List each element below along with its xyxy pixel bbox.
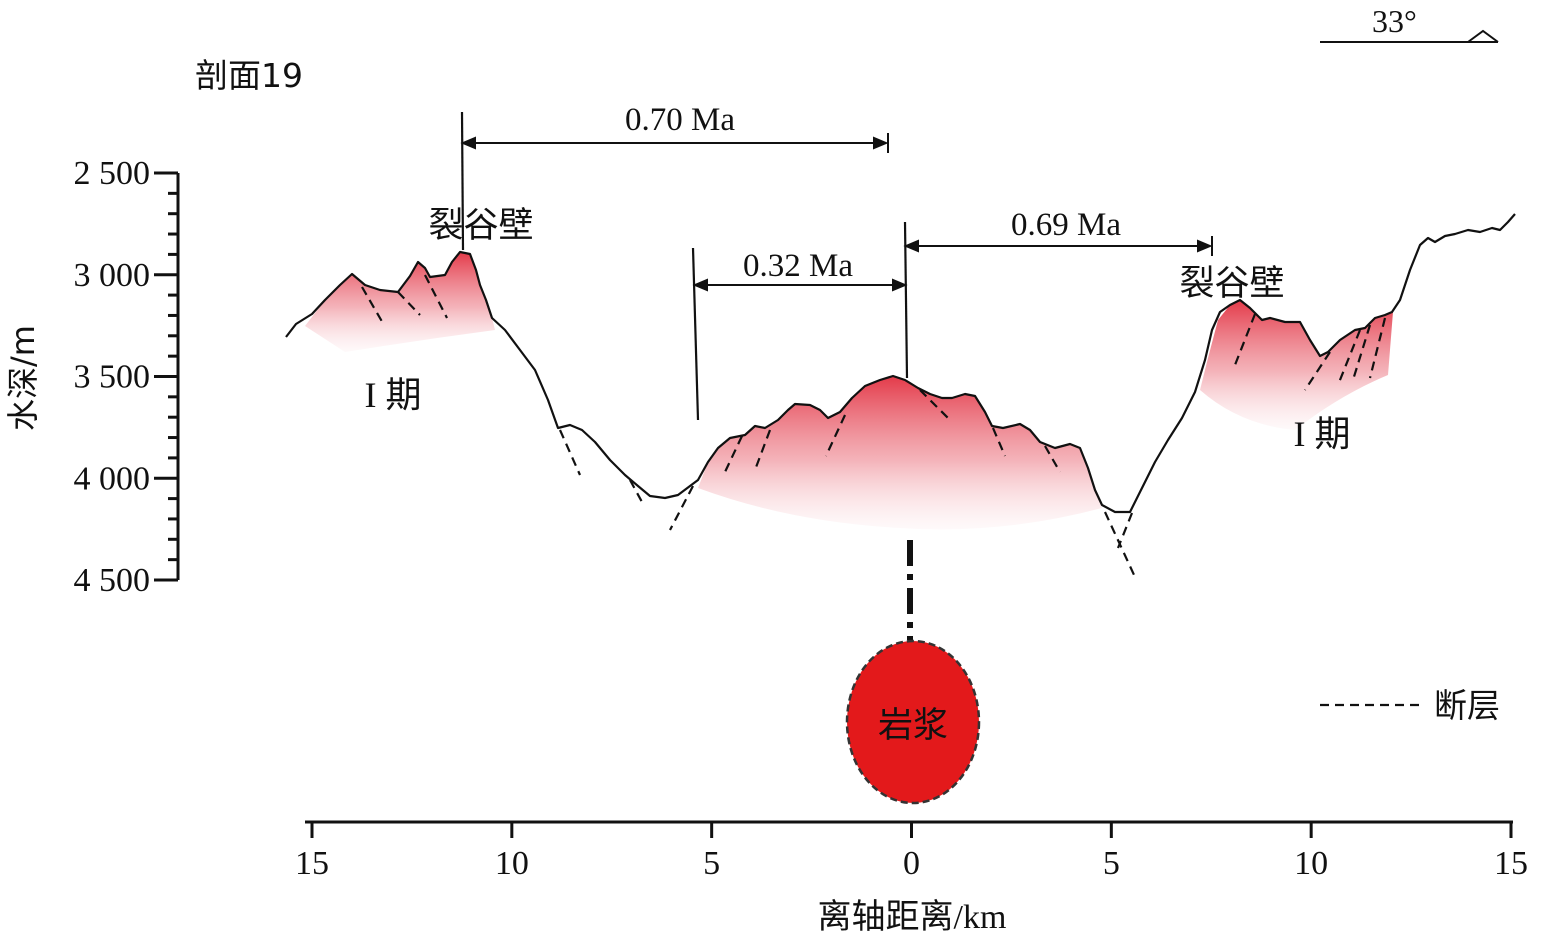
fault-line — [1304, 351, 1331, 391]
fault-line — [1044, 445, 1061, 473]
x-tick-label: 15 — [295, 845, 329, 882]
phase-label-right: I 期 — [1294, 414, 1351, 454]
fault-line — [1368, 317, 1387, 379]
y-tick-label: 4 500 — [74, 562, 151, 599]
fault-line — [724, 435, 743, 473]
age-interval-070 — [460, 133, 889, 153]
y-axis-label: 水深/m — [4, 325, 42, 431]
x-tick-label: 0 — [903, 845, 920, 882]
phase-label-left: I 期 — [365, 375, 422, 415]
magma-label: 岩浆 — [878, 706, 948, 746]
age-label-069: 0.69 Ma — [1011, 207, 1121, 243]
fault-line — [1233, 313, 1257, 366]
y-tick-label: 4 000 — [74, 460, 151, 497]
boundary-line-032 — [691, 247, 700, 421]
boundary-line-axis — [903, 221, 909, 379]
fault-line — [825, 414, 846, 457]
rift-wall-label-left: 裂谷壁 — [428, 206, 533, 246]
direction-label: 33° — [1372, 3, 1417, 39]
bathymetry-profile-line — [285, 213, 1516, 514]
y-tick-label: 2 500 — [74, 155, 151, 192]
fault-line — [1116, 512, 1134, 549]
fault-line — [424, 274, 448, 319]
age-label-032: 0.32 Ma — [743, 248, 853, 284]
fault-line — [669, 485, 694, 531]
fault-line — [1336, 329, 1362, 386]
age-interval-032 — [692, 278, 908, 292]
x-tick-label: 5 — [703, 845, 720, 882]
fault-line — [361, 286, 385, 326]
y-tick-label: 3 500 — [74, 359, 151, 396]
legend-fault-label: 断层 — [1434, 686, 1500, 725]
fault-line — [1351, 324, 1372, 381]
y-tick-label: 3 000 — [74, 257, 151, 294]
x-tick-label: 10 — [1294, 845, 1328, 882]
boundary-line-rift-left — [460, 111, 465, 251]
age-label-070: 0.70 Ma — [625, 102, 735, 138]
fault-line — [558, 429, 582, 476]
fault-line — [753, 429, 772, 471]
x-axis-label: 离轴距离/km — [818, 898, 1007, 936]
fault-line — [397, 291, 421, 316]
x-tick-label: 15 — [1494, 845, 1528, 882]
age-interval-069 — [903, 236, 1213, 256]
direction-indicator — [1320, 29, 1499, 43]
fault-line — [991, 427, 1007, 457]
phase-one-ridge-left — [305, 252, 495, 352]
rift-wall-label-right: 裂谷壁 — [1179, 264, 1284, 304]
x-axis: 15 10 5 0 5 10 15 — [295, 820, 1528, 882]
magma-chamber — [845, 639, 981, 805]
phase-one-ridge-right — [1200, 300, 1393, 430]
profile-label: 剖面19 — [195, 56, 303, 95]
neovolcanic-ridge-center — [698, 376, 1102, 530]
y-axis: 2 500 3 000 3 500 4 000 4 500 — [74, 155, 180, 599]
fault-line — [629, 479, 643, 503]
fault-lines — [361, 274, 1387, 578]
x-tick-label: 5 — [1103, 845, 1120, 882]
x-tick-label: 10 — [495, 845, 529, 882]
fault-line — [919, 389, 951, 421]
